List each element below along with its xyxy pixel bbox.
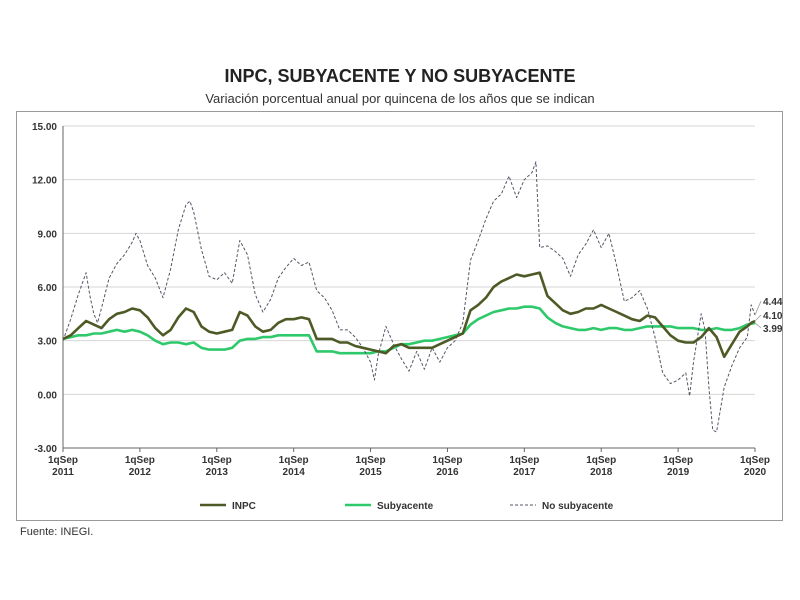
- y-tick-label: 15.00: [32, 122, 57, 133]
- x-tick-label: 2013: [206, 467, 229, 478]
- x-tick-label: 2020: [744, 467, 767, 478]
- x-tick-label: 2016: [436, 467, 459, 478]
- x-tick-label: 2015: [359, 467, 382, 478]
- x-tick-label: 2012: [129, 467, 152, 478]
- legend-label: Subyacente: [377, 501, 434, 512]
- x-tick-label: 2014: [283, 467, 306, 478]
- x-tick-label: 1qSep: [586, 455, 616, 466]
- x-tick-label: 1qSep: [202, 455, 232, 466]
- series-line-subyacente: [62, 305, 756, 355]
- end-value-label: 3.99: [763, 324, 783, 335]
- end-value-label: 4.10: [763, 311, 783, 322]
- end-value-label: 4.44: [763, 297, 783, 308]
- chart-title: INPC, SUBYACENTE Y NO SUBYACENTE: [224, 66, 576, 86]
- y-tick-label: 12.00: [32, 176, 57, 187]
- x-tick-label: 2017: [513, 467, 536, 478]
- x-tick-label: 1qSep: [279, 455, 309, 466]
- legend-label: INPC: [232, 501, 256, 512]
- series-line-inpc: [62, 271, 756, 359]
- y-tick-label: 6.00: [38, 283, 58, 294]
- end-label-leader: [754, 300, 762, 316]
- x-tick-label: 2018: [590, 467, 613, 478]
- x-tick-label: 1qSep: [125, 455, 155, 466]
- x-tick-label: 2019: [667, 467, 690, 478]
- x-tick-label: 1qSep: [509, 455, 539, 466]
- x-tick-label: 1qSep: [663, 455, 693, 466]
- x-tick-label: 1qSep: [356, 455, 386, 466]
- end-label-leader: [754, 314, 762, 322]
- y-tick-label: -3.00: [34, 444, 57, 455]
- y-tick-label: 3.00: [38, 337, 58, 348]
- chart-subtitle: Variación porcentual anual por quincena …: [205, 91, 595, 106]
- y-tick-label: 0.00: [38, 390, 58, 401]
- x-tick-label: 1qSep: [432, 455, 462, 466]
- x-tick-label: 2011: [52, 467, 74, 478]
- end-label-leader: [754, 322, 762, 329]
- x-tick-label: 1qSep: [48, 455, 78, 466]
- series-line-no-subyacente: [62, 161, 756, 433]
- y-tick-label: 9.00: [38, 229, 58, 240]
- source-note: Fuente: INEGI.: [20, 526, 94, 538]
- x-tick-label: 1qSep: [740, 455, 770, 466]
- legend-label: No subyacente: [542, 501, 614, 512]
